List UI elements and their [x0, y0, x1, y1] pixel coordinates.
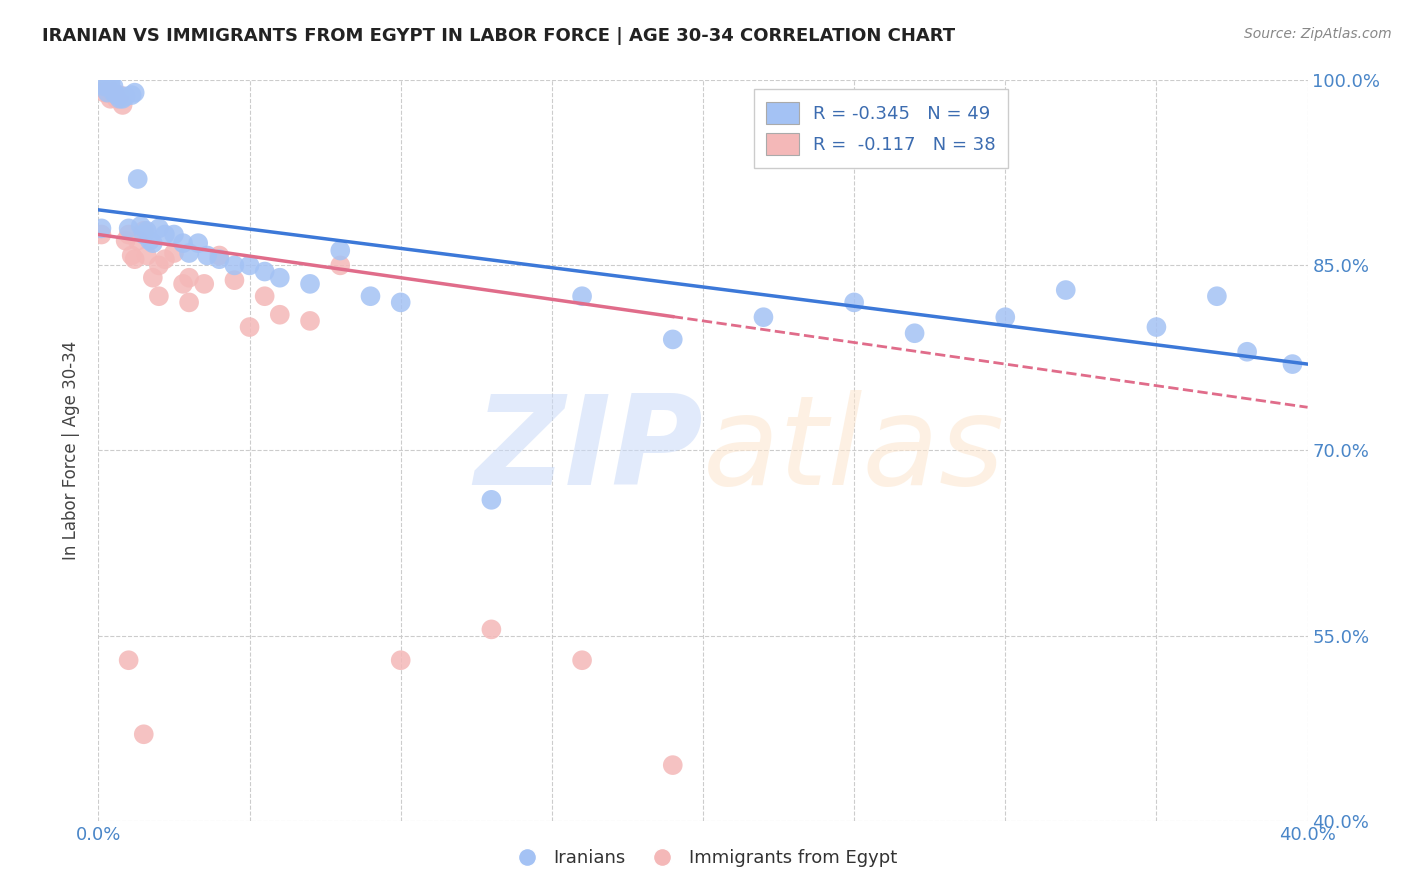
Point [127, 234, 149, 248]
Point [1236, 344, 1258, 359]
Point [224, 259, 246, 273]
Point [100, 79, 122, 94]
Point [100, 92, 122, 106]
Point [1144, 320, 1167, 334]
Point [111, 92, 134, 106]
Point [127, 172, 149, 186]
Text: ZIP: ZIP [474, 390, 703, 511]
Point [93, 79, 115, 94]
Point [114, 89, 136, 103]
Point [904, 326, 927, 341]
Point [114, 234, 136, 248]
Point [96, 86, 118, 100]
Point [172, 236, 194, 251]
Y-axis label: In Labor Force | Age 30-34: In Labor Force | Age 30-34 [62, 341, 80, 560]
Point [571, 653, 593, 667]
Point [142, 270, 165, 285]
Point [1206, 289, 1229, 303]
Point [118, 653, 141, 667]
Point [96, 79, 118, 94]
Point [108, 88, 131, 103]
Point [163, 227, 186, 242]
Point [299, 277, 322, 291]
Point [124, 252, 146, 267]
Point [121, 248, 143, 262]
Point [96, 79, 118, 94]
Point [163, 246, 186, 260]
Point [208, 252, 231, 267]
Point [239, 320, 262, 334]
Point [132, 227, 155, 242]
Point [148, 259, 170, 273]
Point [105, 92, 128, 106]
Text: atlas: atlas [703, 390, 1005, 511]
Point [103, 79, 125, 94]
Point [239, 259, 262, 273]
Point [90, 221, 112, 235]
Point [389, 295, 412, 310]
Point [1054, 283, 1077, 297]
Point [299, 314, 322, 328]
Point [187, 236, 209, 251]
Point [118, 221, 141, 235]
Point [103, 86, 125, 100]
Point [153, 252, 176, 267]
Point [661, 758, 683, 772]
Point [135, 248, 157, 262]
Point [1281, 357, 1303, 371]
Point [153, 227, 176, 242]
Point [100, 76, 122, 90]
Point [195, 248, 218, 262]
Point [121, 88, 143, 103]
Point [139, 234, 162, 248]
Legend: Iranians, Immigrants from Egypt: Iranians, Immigrants from Egypt [502, 842, 904, 874]
Point [844, 295, 866, 310]
Point [329, 244, 352, 258]
Point [148, 221, 170, 235]
Point [193, 277, 215, 291]
Point [253, 289, 276, 303]
Point [752, 310, 775, 325]
Point [481, 492, 503, 507]
Point [93, 86, 115, 100]
Point [142, 236, 165, 251]
Point [360, 289, 382, 303]
Point [179, 246, 201, 260]
Point [172, 277, 194, 291]
Point [571, 289, 593, 303]
Point [111, 98, 134, 112]
Point [179, 270, 201, 285]
Legend: R = -0.345   N = 49, R =  -0.117   N = 38: R = -0.345 N = 49, R = -0.117 N = 38 [754, 89, 1008, 168]
Point [389, 653, 412, 667]
Point [90, 227, 112, 242]
Point [132, 727, 155, 741]
Point [105, 88, 128, 103]
Point [108, 92, 131, 106]
Text: Source: ZipAtlas.com: Source: ZipAtlas.com [1244, 27, 1392, 41]
Point [124, 86, 146, 100]
Text: IRANIAN VS IMMIGRANTS FROM EGYPT IN LABOR FORCE | AGE 30-34 CORRELATION CHART: IRANIAN VS IMMIGRANTS FROM EGYPT IN LABO… [42, 27, 955, 45]
Point [179, 295, 201, 310]
Point [253, 264, 276, 278]
Point [269, 270, 291, 285]
Point [135, 224, 157, 238]
Point [129, 219, 152, 233]
Point [329, 259, 352, 273]
Point [661, 332, 683, 346]
Point [132, 224, 155, 238]
Point [269, 308, 291, 322]
Point [103, 86, 125, 100]
Point [994, 310, 1017, 325]
Point [148, 289, 170, 303]
Point [224, 273, 246, 287]
Point [118, 227, 141, 242]
Point [208, 248, 231, 262]
Point [96, 86, 118, 100]
Point [481, 623, 503, 637]
